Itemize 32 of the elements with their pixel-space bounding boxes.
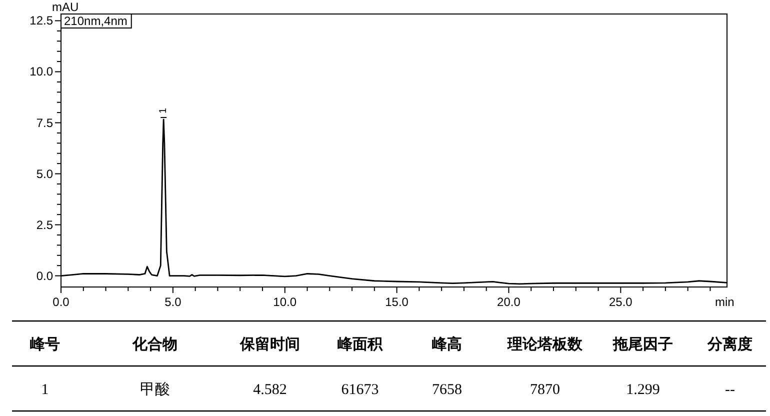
y-tick-label: 12.5 [30, 14, 54, 28]
text: 峰号 [30, 336, 60, 353]
text: 1 [41, 382, 49, 398]
text: 理论塔板数 [506, 336, 584, 353]
text: 峰面积 [338, 336, 384, 353]
annotation: 210nm,4nm [64, 14, 128, 28]
y-tick-label: 10.0 [30, 64, 54, 79]
text: 分离度 [706, 335, 752, 353]
text: 7870 [530, 382, 560, 398]
text: 1.299 [626, 382, 660, 398]
text: 化合物 [132, 336, 178, 353]
x-tick-label: 10.0 [273, 295, 297, 309]
annotation: 1 [158, 107, 170, 114]
x-tick-label: 20.0 [497, 295, 521, 309]
y-tick-label: 2.5 [36, 218, 54, 232]
y-tick-label: 5.0 [36, 166, 54, 181]
y-axis-title: mAU [52, 0, 79, 14]
x-tick-label: 15.0 [385, 295, 409, 309]
text: 4.582 [253, 382, 287, 398]
text: 甲酸 [140, 381, 170, 398]
y-tick-label: 0.0 [36, 268, 54, 283]
text: -- [725, 382, 735, 398]
text: 7658 [432, 382, 462, 398]
text: 峰高 [432, 335, 462, 353]
y-tick-label: 7.5 [36, 116, 54, 130]
text: 61673 [341, 382, 379, 398]
x-tick-label: 25.0 [608, 295, 633, 309]
text: 拖尾因子 [612, 336, 673, 353]
x-axis-title: min [715, 295, 734, 309]
x-tick-label: 0.0 [52, 295, 70, 309]
text: 保留时间 [239, 336, 300, 353]
x-tick-label: 5.0 [164, 295, 182, 309]
